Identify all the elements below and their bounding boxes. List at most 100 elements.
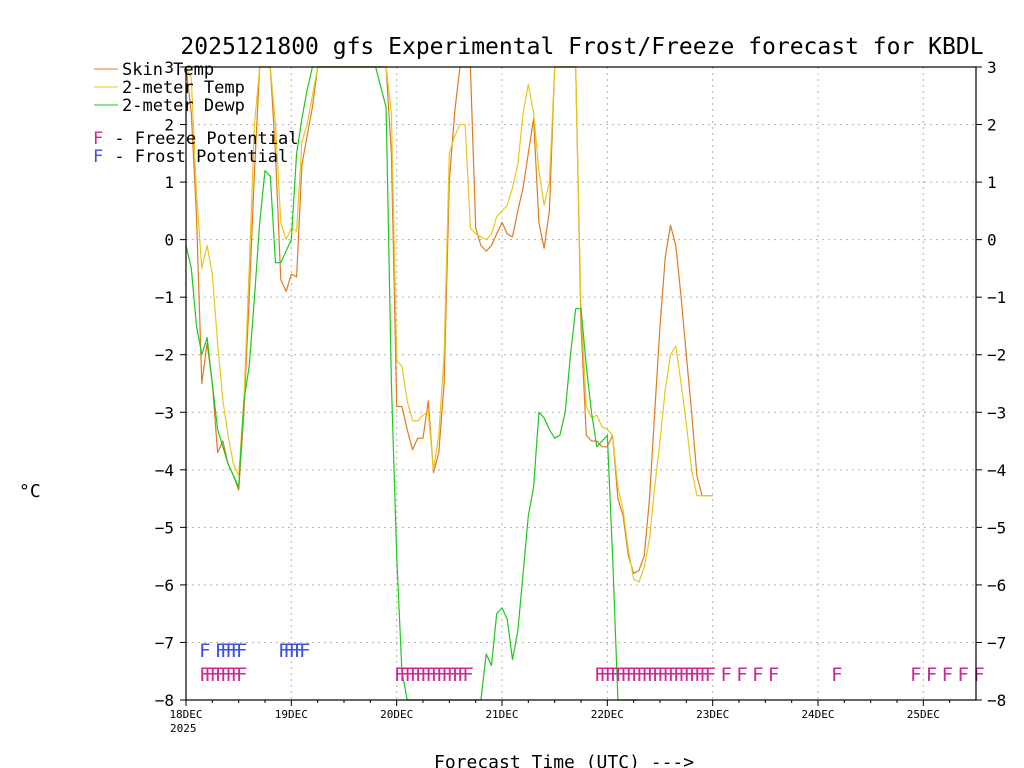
freeze-potential-marker: F: [436, 664, 447, 686]
frost-potential-marker: F: [215, 640, 226, 662]
freeze-potential-marker: F: [631, 664, 642, 686]
freeze-potential-marker: F: [394, 664, 405, 686]
x-axis-ticks: 18DEC 19DEC 20DEC 21DEC 22DEC 23DEC 24DEC 25DEC: [169, 700, 951, 721]
y-tick-label: −1: [155, 288, 174, 307]
x-tick-label: 22DEC: [591, 708, 624, 721]
freeze-potential-marker: F: [973, 664, 984, 686]
y-tick-label-right: −7: [987, 633, 1006, 652]
y-tick-label: −7: [155, 633, 174, 652]
frost-potential-marker: F: [299, 640, 310, 662]
freeze-potential-marker: F: [926, 664, 937, 686]
y-tick-label: 0: [164, 231, 174, 250]
freeze-potential-marker: F: [942, 664, 953, 686]
freeze-potential-marker: F: [215, 664, 226, 686]
legend-symbol-freeze: F: [93, 129, 103, 149]
freeze-potential-marker: F: [426, 664, 437, 686]
y-tick-label: −4: [155, 461, 174, 480]
x-tick-label: 18DEC: [169, 708, 202, 721]
y-tick-label-right: −2: [987, 346, 1006, 365]
freeze-potential-marker: F: [415, 664, 426, 686]
freeze-potential-marker: F: [626, 664, 637, 686]
freeze-potential-marker: F: [663, 664, 674, 686]
legend-label-2m-temp: 2-meter Temp: [122, 78, 245, 98]
freeze-potential-marker: F: [594, 664, 605, 686]
y-axis-ticks: 3 3 2 2 1 1 0 0 −1 −1 −2 −2 −3 −3 −4 −4 −5 −5 −6 −6 −7 −7 −8 −8: [155, 58, 1007, 710]
plot-frame: [185, 66, 977, 701]
freeze-potential-marker: F: [831, 664, 842, 686]
freeze-potential-marker: F: [636, 664, 647, 686]
frost-potential-marker: F: [278, 640, 289, 662]
freeze-potential-marker: F: [641, 664, 652, 686]
y-tick-label: −2: [155, 346, 174, 365]
frost-potential-marker: F: [236, 640, 247, 662]
freeze-potential-marker: F: [225, 664, 236, 686]
freeze-potential-marker: F: [605, 664, 616, 686]
legend-item-freeze-potential: F - Freeze Potential: [93, 129, 298, 149]
freeze-potential-marker: F: [652, 664, 663, 686]
freeze-potential-marker: F: [452, 664, 463, 686]
frost-potential-marker: F: [199, 640, 210, 662]
legend-label-2m-dewp: 2-meter Dewp: [122, 96, 245, 116]
freeze-potential-marker: F: [768, 664, 779, 686]
freeze-potential-marker: F: [447, 664, 458, 686]
freeze-potential-marker: F: [457, 664, 468, 686]
legend-item-skin-temp: Skin Temp: [94, 60, 214, 80]
freeze-potential-marker: F: [736, 664, 747, 686]
freeze-potential-marker: F: [462, 664, 473, 686]
x-tick-label: 23DEC: [696, 708, 729, 721]
y-tick-label-right: −5: [987, 518, 1006, 537]
legend-item-2m-temp: 2-meter Temp: [94, 78, 245, 98]
legend: Skin Temp 2-meter Temp 2-meter Dewp F - …: [93, 60, 298, 167]
legend-label-frost: - Frost Potential: [104, 147, 288, 167]
y-tick-label: −5: [155, 518, 174, 537]
x-tick-label: 19DEC: [275, 708, 308, 721]
y-tick-label: −6: [155, 576, 174, 595]
y-tick-label: 2: [164, 116, 174, 135]
y-tick-label-right: 3: [987, 58, 997, 77]
freeze-potential-marker: F: [673, 664, 684, 686]
freeze-potential-marker: F: [957, 664, 968, 686]
freeze-potential-marker: F: [420, 664, 431, 686]
x-tick-label: 24DEC: [801, 708, 834, 721]
freeze-potential-marker: F: [620, 664, 631, 686]
freeze-potential-marker: F: [657, 664, 668, 686]
y-axis-label: °C: [19, 481, 41, 502]
freeze-potential-marker: F: [699, 664, 710, 686]
chart-title: 2025121800 gfs Experimental Frost/Freeze…: [180, 34, 983, 60]
legend-label-freeze: - Freeze Potential: [104, 129, 298, 149]
legend-item-2m-dewp: 2-meter Dewp: [94, 96, 245, 116]
freeze-potential-marker: F: [231, 664, 242, 686]
legend-item-frost-potential: F - Frost Potential: [93, 147, 288, 167]
freeze-potential-marker: F: [210, 664, 221, 686]
freeze-potential-marker: F: [610, 664, 621, 686]
freeze-potential-marker: F: [410, 664, 421, 686]
freeze-potential-marker: F: [615, 664, 626, 686]
frost-potential-marker: F: [294, 640, 305, 662]
y-tick-label-right: 1: [987, 173, 997, 192]
y-tick-label-right: 2: [987, 116, 997, 135]
frost-potential-marker: F: [220, 640, 231, 662]
y-tick-label-right: −1: [987, 288, 1006, 307]
freeze-potential-marker: F: [399, 664, 410, 686]
frost-potential-marker: F: [231, 640, 242, 662]
freeze-potential-marker: F: [694, 664, 705, 686]
freeze-potential-marker: F: [720, 664, 731, 686]
frost-potential-marker: F: [283, 640, 294, 662]
y-tick-label: 1: [164, 173, 174, 192]
freeze-potential-marker: F: [705, 664, 716, 686]
y-tick-label-right: −6: [987, 576, 1006, 595]
y-tick-label-right: −8: [987, 691, 1006, 710]
frost-potential-marker: F: [289, 640, 300, 662]
freeze-potential-marker: F: [431, 664, 442, 686]
y-tick-label: −8: [155, 691, 174, 710]
x-tick-label: 20DEC: [380, 708, 413, 721]
y-tick-label-right: −3: [987, 403, 1006, 422]
x-tick-label: 25DEC: [907, 708, 940, 721]
freeze-potential-marker: F: [910, 664, 921, 686]
frost-potential-marker: F: [225, 640, 236, 662]
freeze-potential-marker: F: [236, 664, 247, 686]
legend-symbol-frost: F: [93, 147, 103, 167]
freeze-potential-marker: F: [441, 664, 452, 686]
legend-label-skin-temp: Skin Temp: [122, 60, 214, 80]
